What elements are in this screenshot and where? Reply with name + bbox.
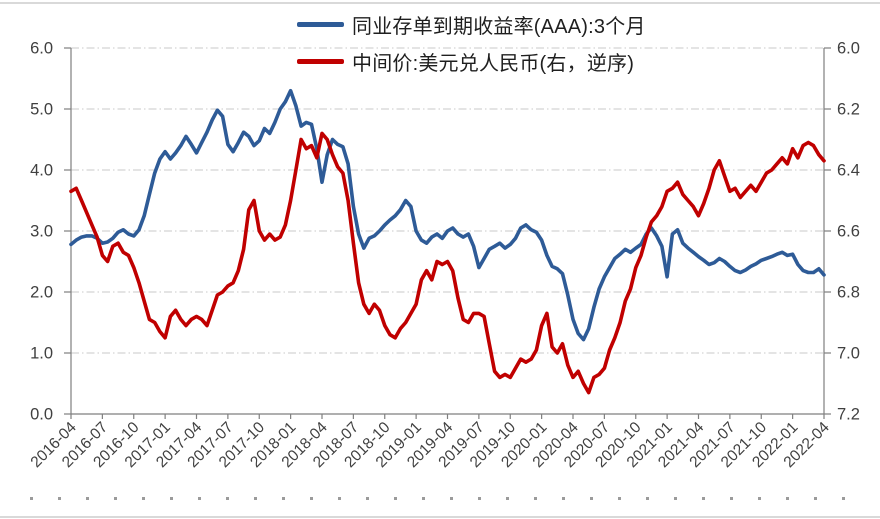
legend-label-usdcny-fix: 中间价:美元兑人民币(右，逆序) bbox=[352, 52, 635, 75]
right-axis-tick-label: 6.0 bbox=[837, 40, 860, 58]
right-axis-tick-label: 6.4 bbox=[837, 162, 860, 180]
left-axis-tick-label: 6.0 bbox=[30, 40, 53, 58]
right-axis-tick-label: 6.6 bbox=[837, 223, 860, 241]
left-axis-tick-label: 2.0 bbox=[30, 284, 53, 302]
bottom-border-line bbox=[0, 516, 880, 518]
left-axis-tick-label: 3.0 bbox=[30, 223, 53, 241]
series-line-ncd-yield bbox=[69, 88, 826, 342]
left-axis-tick-label: 4.0 bbox=[30, 162, 53, 180]
legend-line-sample-blue bbox=[297, 21, 344, 27]
legend-item-usdcny-fix: 中间价:美元兑人民币(右，逆序) bbox=[297, 50, 646, 75]
top-border-line bbox=[0, 2, 880, 4]
series-line-usdcny-fix bbox=[69, 131, 826, 395]
left-axis-tick-label: 0.0 bbox=[30, 406, 53, 424]
legend-line-sample-red bbox=[297, 58, 344, 64]
right-axis-tick-label: 7.0 bbox=[837, 345, 860, 363]
legend-item-ncd-yield: 同业存单到期收益率(AAA):3个月 bbox=[297, 13, 646, 38]
dotted-separator-line bbox=[30, 497, 850, 500]
right-axis-tick-label: 6.2 bbox=[837, 101, 860, 119]
left-axis-tick-label: 5.0 bbox=[30, 101, 53, 119]
right-axis-tick-label: 6.8 bbox=[837, 284, 860, 302]
legend-label-ncd-yield: 同业存单到期收益率(AAA):3个月 bbox=[352, 15, 646, 38]
right-axis-tick-label: 7.2 bbox=[837, 406, 860, 424]
chart-legend: 同业存单到期收益率(AAA):3个月 中间价:美元兑人民币(右，逆序) bbox=[297, 13, 646, 87]
left-axis-tick-label: 1.0 bbox=[30, 345, 53, 363]
